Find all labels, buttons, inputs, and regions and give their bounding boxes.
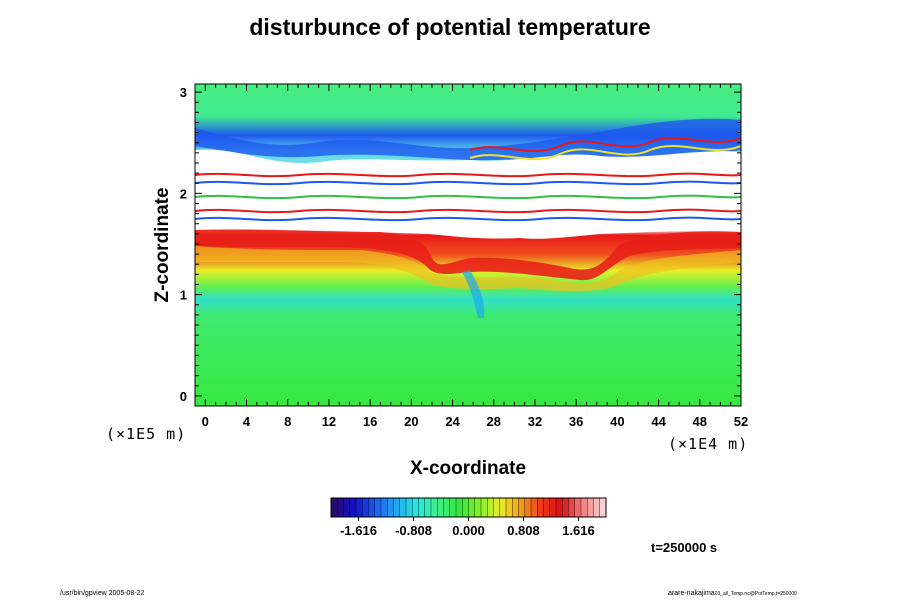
x-tick-label: 36 bbox=[569, 414, 583, 429]
footer-right: arare-nakajima03_all_Temp.nc@PotTemp,t=2… bbox=[668, 590, 797, 597]
colorbar-segment bbox=[593, 498, 601, 517]
x-tick-label: 48 bbox=[693, 414, 707, 429]
colorbar-tick-label: 1.616 bbox=[562, 523, 595, 538]
colorbar-segment bbox=[587, 498, 594, 517]
colorbar-segment bbox=[356, 498, 363, 517]
colorbar-segment bbox=[562, 498, 569, 517]
x-tick-label: 16 bbox=[363, 414, 377, 429]
x-axis-title: X-coordinate bbox=[409, 458, 527, 479]
colorbar-segment bbox=[406, 498, 413, 517]
x-tick-label: 28 bbox=[487, 414, 501, 429]
y-tick-label: 3 bbox=[180, 85, 187, 100]
colorbar-segment bbox=[349, 498, 357, 517]
x-tick-label: 12 bbox=[322, 414, 336, 429]
colorbar-segment bbox=[524, 498, 532, 517]
colorbar-segment bbox=[456, 498, 463, 517]
colorbar-segment bbox=[412, 498, 419, 517]
colorbar-segment bbox=[574, 498, 582, 517]
x-axis-unit: (×1E4 m) bbox=[668, 435, 749, 453]
colorbar-segment bbox=[474, 498, 482, 517]
x-tick-label: 44 bbox=[651, 414, 666, 429]
colorbar-segment bbox=[331, 498, 338, 517]
y-axis: 0 1 2 3 bbox=[180, 85, 741, 404]
colorbar-tick-label: -1.616 bbox=[340, 523, 377, 538]
colorbar-segment bbox=[581, 498, 588, 517]
colorbar-segment bbox=[399, 498, 407, 517]
colorbar-tick-label: 0.808 bbox=[507, 523, 540, 538]
time-annotation: t=250000 s bbox=[651, 540, 718, 555]
colorbar-segment bbox=[368, 498, 376, 517]
x-axis: 0 4 8 12 16 20 24 28 32 36 40 44 48 52 bbox=[202, 84, 748, 429]
plot-frame bbox=[194, 83, 742, 407]
x-tick-label: 0 bbox=[202, 414, 209, 429]
chart-title: disturbunce of potential temperature bbox=[249, 14, 651, 40]
colorbar-segment bbox=[599, 498, 607, 517]
colorbar-segment bbox=[337, 498, 344, 517]
colorbar-tick-label: 0.000 bbox=[452, 523, 485, 538]
colorbar-segment bbox=[568, 498, 576, 517]
colorbar-segment bbox=[549, 498, 557, 517]
y-axis-unit: (×1E5 m) bbox=[106, 425, 187, 443]
colorbar-segment bbox=[481, 498, 488, 517]
colorbar-segment bbox=[437, 498, 444, 517]
x-tick-label: 40 bbox=[610, 414, 624, 429]
x-tick-label: 8 bbox=[284, 414, 291, 429]
footer-left: /usr/bin/gpview 2005-08-22 bbox=[60, 590, 145, 597]
colorbar-segment bbox=[537, 498, 544, 517]
colorbar-segment bbox=[374, 498, 382, 517]
colorbar-segment bbox=[424, 498, 432, 517]
x-tick-label: 24 bbox=[445, 414, 460, 429]
colorbar: -1.616 -0.808 0.000 0.808 1.616 bbox=[330, 497, 607, 538]
colorbar-segment bbox=[449, 498, 457, 517]
colorbar-segment bbox=[443, 498, 451, 517]
heatmap-field bbox=[195, 84, 741, 406]
colorbar-segment bbox=[493, 498, 501, 517]
colorbar-tick-label: -0.808 bbox=[395, 523, 432, 538]
footer-right-sub: 03_all_Temp.nc@PotTemp,t=250000 bbox=[714, 591, 797, 597]
colorbar-segment bbox=[556, 498, 563, 517]
y-axis-title: Z-coordinate bbox=[152, 187, 173, 303]
y-tick-label: 1 bbox=[180, 288, 187, 303]
y-tick-label: 2 bbox=[180, 186, 187, 201]
colorbar-segment bbox=[343, 498, 351, 517]
x-tick-label: 20 bbox=[404, 414, 418, 429]
colorbar-segment bbox=[518, 498, 526, 517]
y-tick-label: 0 bbox=[180, 389, 187, 404]
colorbar-segment bbox=[462, 498, 469, 517]
footer-right-main: arare-nakajima bbox=[668, 590, 715, 597]
x-tick-label: 52 bbox=[734, 414, 748, 429]
colorbar-segment bbox=[381, 498, 388, 517]
colorbar-segment bbox=[506, 498, 513, 517]
colorbar-segment bbox=[487, 498, 494, 517]
colorbar-segment bbox=[468, 498, 476, 517]
colorbar-segment bbox=[543, 498, 551, 517]
colorbar-segment bbox=[499, 498, 507, 517]
colorbar-segment bbox=[362, 498, 369, 517]
colorbar-segment bbox=[531, 498, 538, 517]
x-tick-label: 32 bbox=[528, 414, 542, 429]
colorbar-segment bbox=[387, 498, 394, 517]
colorbar-segment bbox=[431, 498, 438, 517]
colorbar-segment bbox=[512, 498, 519, 517]
colorbar-segment bbox=[393, 498, 401, 517]
colorbar-segment bbox=[418, 498, 426, 517]
x-tick-label: 4 bbox=[243, 414, 251, 429]
